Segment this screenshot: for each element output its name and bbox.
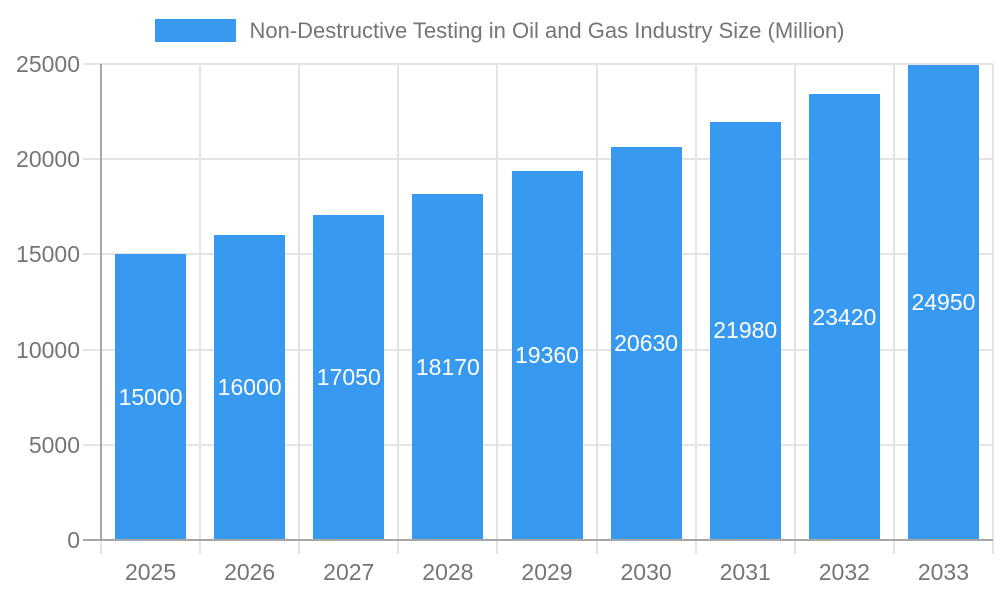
- bar-value-label: 21980: [713, 317, 778, 344]
- x-axis-tick-label: 2025: [124, 559, 177, 585]
- x-axis-tick-label: 2026: [224, 559, 276, 585]
- gridline-vertical: [892, 64, 895, 554]
- gridline-vertical: [199, 64, 202, 554]
- gridline-horizontal: [83, 158, 993, 161]
- gridline-vertical: [397, 64, 400, 554]
- bar[interactable]: 15000: [115, 254, 187, 540]
- bar-value-label: 16000: [217, 374, 282, 401]
- bar-value-label: 18170: [415, 353, 480, 380]
- y-axis-line: [100, 64, 102, 540]
- x-axis-tick-label: 2031: [719, 559, 771, 585]
- bar[interactable]: 24950: [907, 64, 979, 540]
- legend-swatch: [155, 19, 237, 42]
- legend-label: Non-Destructive Testing in Oil and Gas I…: [249, 18, 845, 43]
- gridline-vertical: [793, 64, 796, 554]
- bar-value-label: 24950: [911, 288, 976, 315]
- x-axis-tick-label: 2033: [917, 559, 970, 585]
- bar-value-label: 23420: [812, 303, 877, 330]
- gridline-vertical: [992, 64, 994, 554]
- y-axis-tick-label: 0: [67, 527, 80, 553]
- bar[interactable]: 20630: [610, 147, 682, 540]
- gridline-horizontal: [83, 63, 993, 65]
- gridline-vertical: [694, 64, 697, 554]
- legend[interactable]: Non-Destructive Testing in Oil and Gas I…: [0, 17, 1000, 44]
- y-axis-tick-label: 10000: [16, 336, 80, 363]
- y-axis-tick-label: 25000: [16, 51, 80, 77]
- bar[interactable]: 19360: [511, 171, 583, 540]
- x-axis-tick-label: 2027: [323, 559, 375, 585]
- y-axis-tick-label: 15000: [16, 241, 80, 268]
- x-axis-tick-label: 2029: [521, 559, 573, 585]
- y-axis-tick-label: 5000: [28, 431, 80, 458]
- bar-value-label: 15000: [118, 383, 183, 410]
- x-axis-tick-label: 2032: [818, 559, 870, 585]
- bar[interactable]: 18170: [412, 194, 484, 540]
- x-axis-tick-label: 2030: [620, 559, 672, 585]
- plot-area: 15000 2025 16000 2026 17050 2027 18170 2028 1936…: [83, 63, 994, 585]
- bar[interactable]: 16000: [214, 235, 286, 540]
- bar[interactable]: 21980: [709, 121, 781, 540]
- bar-value-label: 20630: [614, 330, 679, 357]
- x-axis-line: [83, 539, 993, 541]
- bar[interactable]: 23420: [808, 94, 880, 540]
- bar-value-label: 19360: [515, 342, 579, 369]
- x-axis-tick-label: 2028: [422, 559, 474, 585]
- gridline-vertical: [595, 64, 598, 554]
- gridline-vertical: [496, 64, 499, 554]
- gridline-vertical: [298, 64, 301, 554]
- bar[interactable]: 17050: [313, 215, 385, 540]
- y-axis-tick-label: 20000: [16, 146, 80, 173]
- bar-value-label: 17050: [316, 364, 381, 391]
